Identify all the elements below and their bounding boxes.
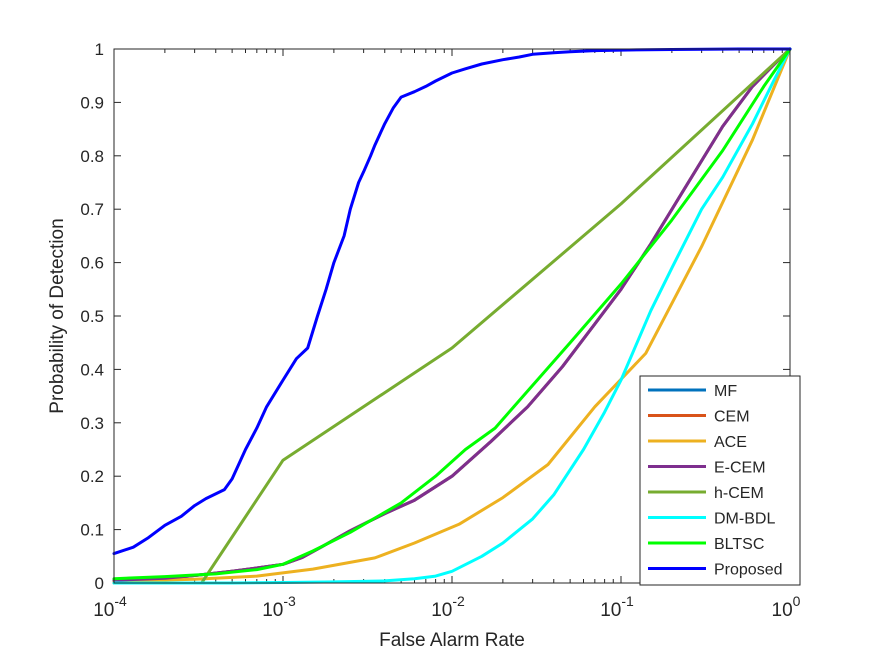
legend-entry-label: h-CEM (714, 485, 764, 502)
legend-box (640, 376, 800, 585)
legend-entry-label: MF (714, 383, 737, 400)
y-tick-label: 0.7 (80, 200, 104, 219)
y-tick-label: 0.1 (80, 521, 104, 540)
legend-entry-label: DM-BDL (714, 511, 775, 528)
legend-entry-label: CEM (714, 409, 750, 426)
y-tick-label: 0.2 (80, 467, 104, 486)
x-axis-label: False Alarm Rate (379, 630, 525, 651)
y-tick-label: 0.3 (80, 414, 104, 433)
y-tick-label: 0.5 (80, 307, 104, 326)
y-axis-label: Probability of Detection (47, 218, 68, 413)
x-tick-label: 10-1 (600, 593, 634, 621)
x-tick-label: 10-2 (431, 593, 465, 621)
y-tick-label: 0.4 (80, 360, 104, 379)
legend-entry-label: ACE (714, 434, 747, 451)
y-tick-label: 1 (95, 40, 104, 59)
y-tick-label: 0 (95, 574, 104, 593)
x-tick-label: 100 (772, 593, 801, 621)
x-tick-label: 10-3 (262, 593, 296, 621)
legend-entry-label: Proposed (714, 562, 783, 579)
legend-entry-label: E-CEM (714, 460, 766, 477)
y-tick-label: 0.8 (80, 147, 104, 166)
y-tick-label: 0.9 (80, 93, 104, 112)
legend: MF CEM ACE E-CEM h-CEM DM-BDL BLTSC Proposed (640, 376, 800, 585)
legend-entry-label: BLTSC (714, 536, 764, 553)
x-tick-label: 10-4 (93, 593, 127, 621)
y-tick-label: 0.6 (80, 254, 104, 273)
